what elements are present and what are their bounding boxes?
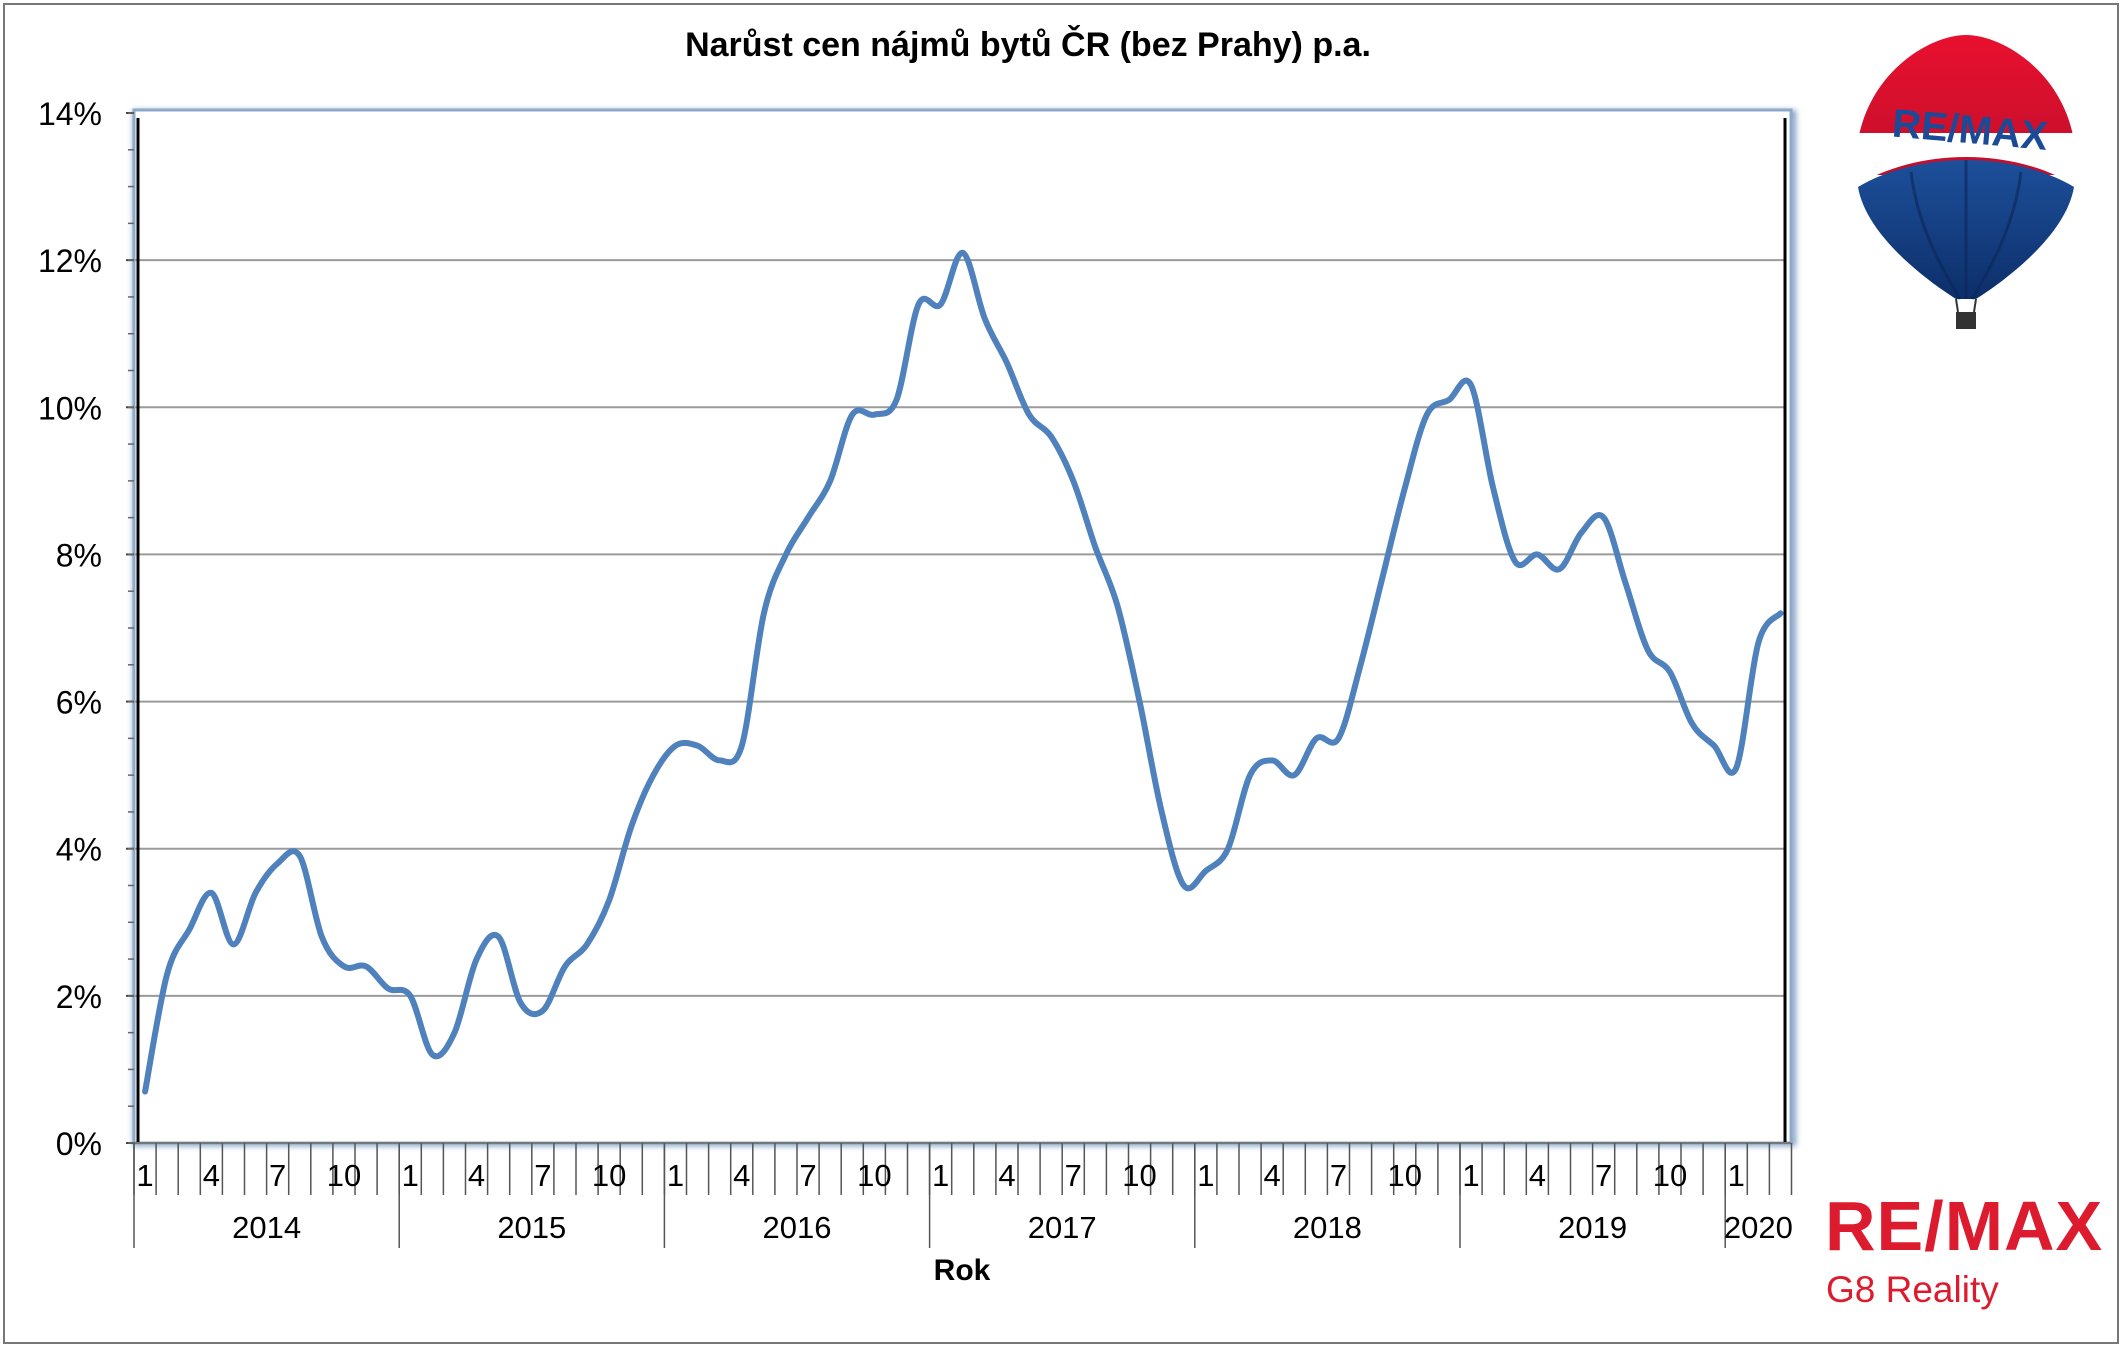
series-layer bbox=[142, 249, 1784, 1095]
remax-office-name: G8 Reality bbox=[1826, 1269, 1999, 1310]
x-month-label: 4 bbox=[1264, 1158, 1281, 1193]
y-tick-label: 14% bbox=[38, 96, 102, 132]
x-month-label: 10 bbox=[1653, 1158, 1687, 1193]
x-month-label: 1 bbox=[932, 1158, 949, 1193]
x-month-label: 10 bbox=[592, 1158, 626, 1193]
x-axis-label: Rok bbox=[934, 1254, 991, 1287]
y-tick-label: 6% bbox=[56, 685, 102, 721]
x-month-label: 1 bbox=[1728, 1158, 1745, 1193]
x-month-label: 4 bbox=[1529, 1158, 1546, 1193]
x-month-label: 7 bbox=[799, 1158, 816, 1193]
balloon-white-band bbox=[1854, 133, 2078, 187]
x-month-label: 7 bbox=[1065, 1158, 1082, 1193]
chart-title: Narůst cen nájmů bytů ČR (bez Prahy) p.a… bbox=[685, 25, 1371, 64]
balloon-basket bbox=[1956, 312, 1976, 329]
balloon-ropes-right bbox=[1973, 298, 1977, 313]
y-tick-label: 8% bbox=[56, 537, 102, 573]
x-month-label: 10 bbox=[857, 1158, 891, 1193]
chart-frame bbox=[3, 3, 2119, 1344]
y-tick-label: 12% bbox=[38, 243, 102, 279]
balloon-gores bbox=[1909, 160, 2023, 300]
x-year-label: 2015 bbox=[497, 1210, 566, 1245]
x-month-label: 10 bbox=[327, 1158, 361, 1193]
x-month-label: 7 bbox=[1330, 1158, 1347, 1193]
x-month-label: 1 bbox=[1197, 1158, 1214, 1193]
x-month-label: 7 bbox=[1595, 1158, 1612, 1193]
remax-wordmark: RE/MAX bbox=[1825, 1187, 2103, 1265]
x-year-label: 2018 bbox=[1293, 1210, 1362, 1245]
x-year-label: 2019 bbox=[1558, 1210, 1627, 1245]
balloon-ropes bbox=[1955, 298, 1959, 313]
x-month-label: 10 bbox=[1122, 1158, 1156, 1193]
x-month-label: 7 bbox=[269, 1158, 286, 1193]
x-month-label: 4 bbox=[733, 1158, 750, 1193]
x-month-label: 4 bbox=[468, 1158, 485, 1193]
x-tick-labels: 1 4 7 10 1 4 7 10 1 4 7 10 1 4 7 10 1 4 7 10 1 4 7 10 1 2014 2015 2… bbox=[136, 1158, 1792, 1245]
axes bbox=[126, 112, 1793, 1248]
x-year-label: 2020 bbox=[1724, 1210, 1793, 1245]
x-month-label: 4 bbox=[203, 1158, 220, 1193]
y-tick-labels: 0% 2% 4% 6% 8% 10% 12% 14% bbox=[38, 96, 102, 1162]
x-month-label: 1 bbox=[1462, 1158, 1479, 1193]
x-year-label: 2017 bbox=[1028, 1210, 1097, 1245]
x-month-label: 4 bbox=[998, 1158, 1015, 1193]
x-month-label: 7 bbox=[534, 1158, 551, 1193]
remax-balloon-logo: RE/MAX bbox=[1854, 35, 2078, 329]
x-year-label: 2016 bbox=[763, 1210, 832, 1245]
x-year-label: 2014 bbox=[232, 1210, 301, 1245]
y-tick-label: 0% bbox=[56, 1126, 102, 1162]
series-line bbox=[142, 249, 1784, 1095]
y-tick-label: 4% bbox=[56, 832, 102, 868]
x-month-label: 1 bbox=[136, 1158, 153, 1193]
x-month-label: 1 bbox=[667, 1158, 684, 1193]
y-tick-label: 2% bbox=[56, 979, 102, 1015]
x-month-label: 1 bbox=[402, 1158, 419, 1193]
y-tick-label: 10% bbox=[38, 390, 102, 426]
plot-area bbox=[132, 108, 1793, 1145]
x-month-label: 10 bbox=[1388, 1158, 1422, 1193]
